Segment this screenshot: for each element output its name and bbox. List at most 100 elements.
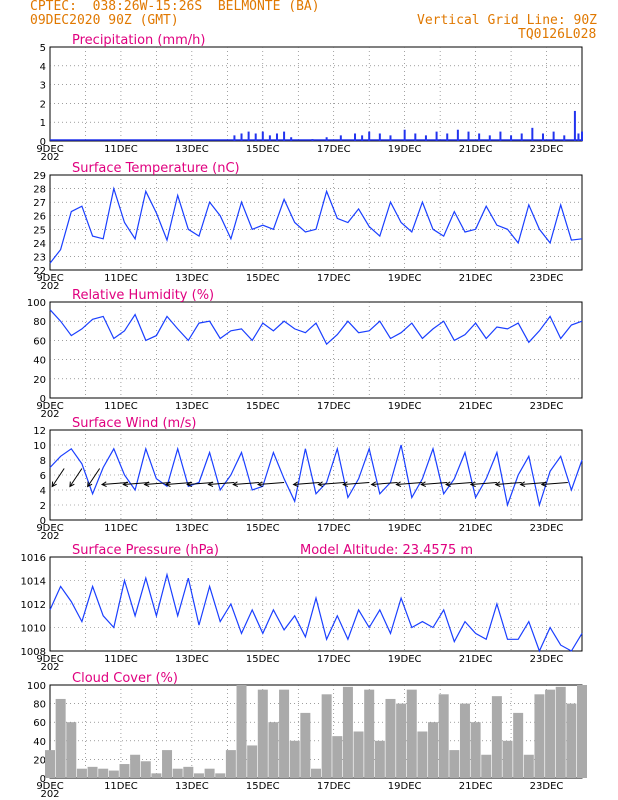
cloud-bar [332,736,343,778]
cloud-bar [98,768,109,778]
y-tick-label: 40 [33,737,46,748]
precip-bar [573,110,576,141]
wind-arrow-head [143,481,150,488]
y-tick-label: 100 [27,298,46,309]
precip-bar [577,133,580,141]
precip-bar [268,135,271,141]
cloud-bar [108,770,119,778]
y-tick-label: 22 [33,266,46,277]
x-tick-label: 17DEC [317,654,351,665]
y-tick-label: 1 [40,118,46,129]
y-tick-label: 29 [33,171,46,182]
wind-arrow-head [540,481,547,488]
wind-arrow [293,482,320,485]
wind-arrow-head [317,481,324,488]
y-tick-label: 27 [33,198,46,209]
y-tick-label: 20 [33,375,46,386]
cloud-bar [193,773,204,778]
cloud-bar [151,773,162,778]
cloud-bar [353,731,364,778]
wind-arrow [318,482,345,485]
wind-arrow [396,482,423,485]
x-tick-label: 17DEC [317,781,351,792]
x-tick-label: 19DEC [388,401,422,412]
precip-bar [233,135,236,141]
x-tick-label: 15DEC [246,781,280,792]
header-model-id: TQ0126L028 [518,27,597,42]
cloud-bar [428,722,439,778]
cloud-bar [438,694,449,778]
y-tick-label: 5 [40,43,46,54]
wind-arrow-head [232,481,239,488]
y-tick-label: 26 [33,212,46,223]
wind-arrow-head [420,481,426,488]
x-tick-label: 23DEC [530,523,564,534]
y-tick-label: 28 [33,185,46,196]
wind-arrow-head [292,481,299,488]
cloud-bar [577,685,587,778]
x-tick-label: 23DEC [530,401,564,412]
y-tick-label: 4 [40,486,46,497]
cloud-bar [481,754,492,778]
x-tick-label: 23DEC [530,654,564,665]
panel-title: Relative Humidity (%) [72,288,214,303]
x-tick-label: 17DEC [317,401,351,412]
panel-frame [49,301,583,399]
wind-arrow [343,482,370,485]
precip-bar [563,135,566,141]
precip-bar [361,135,364,141]
x-tick-year: 202 [40,152,59,163]
y-tick-label: 6 [40,471,46,482]
x-tick-label: 9DEC [36,144,63,155]
x-tick-label: 9DEC [36,781,63,792]
wind-arrow-head [87,481,93,488]
panel-title: Surface Pressure (hPa) [72,543,219,558]
cloud-bar [247,745,258,778]
y-tick-label: 10 [33,441,46,452]
y-tick-label: 80 [33,700,46,711]
wind-arrow-head [370,481,377,488]
x-tick-label: 21DEC [459,654,493,665]
x-tick-label: 21DEC [459,401,493,412]
y-tick-label: 60 [33,718,46,729]
wind-arrow [421,482,448,485]
precip-bar [403,129,406,141]
cloud-bar [130,754,141,778]
x-tick-label: 19DEC [388,273,422,284]
precip-bar [290,137,293,141]
y-tick-label: 100 [27,681,46,692]
x-tick-label: 13DEC [175,144,209,155]
cloud-bar [300,712,311,778]
wind-arrow [541,482,568,485]
panel-frame [49,46,583,142]
cloud-bar [215,773,226,778]
series-line [49,309,583,346]
wind-arrow [371,482,398,485]
panel-3: 0 2 4 6 8 10 12 9DEC 11DEC 13DEC 15DEC 17DEC 19DEC 21… [33,416,583,542]
header-datetime: 09DEC2020 90Z (GMT) [30,13,179,28]
x-tick-label: 11DEC [104,523,138,534]
y-tick-label: 0 [40,516,46,527]
y-tick-label: 80 [33,317,46,328]
precip-bar [499,131,502,141]
x-tick-label: 15DEC [246,144,280,155]
y-tick-label: 0 [40,774,46,785]
precip-bar [247,131,250,141]
y-tick-label: 1012 [21,600,46,611]
cloud-bar [502,740,513,778]
x-tick-label: 15DEC [246,654,280,665]
x-tick-label: 13DEC [175,401,209,412]
x-tick-label: 19DEC [388,523,422,534]
panel-0: 0 1 2 3 4 5 9DEC 11DEC 13DEC 15DEC 17DEC 19DEC 21DEC… [36,33,583,163]
wind-arrow-head [164,481,171,488]
wind-arrow [87,468,101,487]
wind-arrow-head [122,481,129,488]
cloud-bar [385,698,396,778]
x-tick-label: 9DEC [36,401,63,412]
wind-arrow-head [186,481,192,488]
cloud-bar [364,689,375,778]
y-tick-label: 2 [40,99,46,110]
cloud-bar [268,722,279,778]
wind-arrow-head [69,481,75,488]
wind-arrow [495,482,522,485]
